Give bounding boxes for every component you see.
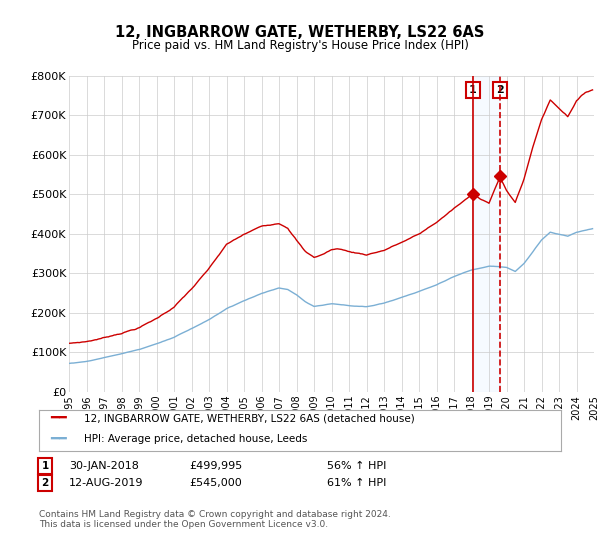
Text: 12, INGBARROW GATE, WETHERBY, LS22 6AS (detached house): 12, INGBARROW GATE, WETHERBY, LS22 6AS (… (84, 413, 415, 423)
Text: 12, INGBARROW GATE, WETHERBY, LS22 6AS: 12, INGBARROW GATE, WETHERBY, LS22 6AS (115, 25, 485, 40)
Text: 2: 2 (41, 478, 49, 488)
Text: 1: 1 (41, 461, 49, 471)
Text: ━━: ━━ (50, 432, 67, 446)
Text: £545,000: £545,000 (189, 478, 242, 488)
Text: 56% ↑ HPI: 56% ↑ HPI (327, 461, 386, 471)
Text: 1: 1 (469, 85, 477, 95)
Text: 2: 2 (496, 85, 504, 95)
Text: HPI: Average price, detached house, Leeds: HPI: Average price, detached house, Leed… (84, 434, 307, 444)
Text: Price paid vs. HM Land Registry's House Price Index (HPI): Price paid vs. HM Land Registry's House … (131, 39, 469, 52)
Text: 12-AUG-2019: 12-AUG-2019 (69, 478, 143, 488)
Text: 30-JAN-2018: 30-JAN-2018 (69, 461, 139, 471)
Text: Contains HM Land Registry data © Crown copyright and database right 2024.
This d: Contains HM Land Registry data © Crown c… (39, 510, 391, 529)
Text: £499,995: £499,995 (189, 461, 242, 471)
Bar (473, 76, 500, 392)
Text: 61% ↑ HPI: 61% ↑ HPI (327, 478, 386, 488)
Text: ━━: ━━ (50, 411, 67, 425)
